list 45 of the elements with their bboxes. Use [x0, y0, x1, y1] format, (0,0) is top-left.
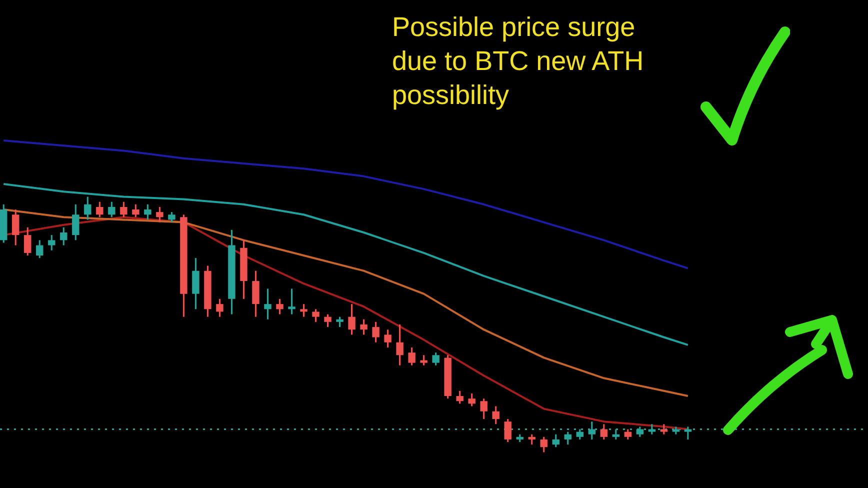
candlestick	[396, 324, 404, 366]
candlestick	[216, 298, 224, 318]
candlestick	[120, 201, 128, 218]
candlestick	[420, 354, 428, 366]
candlestick	[36, 239, 44, 259]
candlestick	[48, 234, 56, 252]
candlestick	[336, 316, 344, 328]
candlestick	[468, 392, 476, 407]
candlestick	[492, 405, 500, 425]
candlestick	[360, 318, 368, 336]
candlestick	[84, 196, 92, 220]
candlestick	[456, 390, 464, 404]
candlestick	[156, 206, 164, 224]
text: Possible price surge due to BTC new ATH possibility	[392, 11, 645, 112]
candlestick	[72, 204, 80, 241]
candlestick	[60, 226, 68, 246]
candlestick	[624, 428, 632, 440]
candlestick	[552, 434, 560, 448]
candlestick	[144, 204, 152, 220]
candlestick	[528, 434, 536, 446]
candlestick	[480, 398, 488, 420]
candlestick	[660, 423, 668, 436]
candlestick	[384, 328, 392, 348]
candlestick	[432, 352, 440, 366]
candlestick	[564, 431, 572, 446]
candlestick	[300, 303, 308, 318]
candlestick	[96, 201, 104, 218]
candlestick	[264, 288, 272, 320]
candlestick	[372, 321, 380, 344]
candlestick	[324, 314, 332, 328]
candlestick	[192, 257, 200, 310]
candlestick	[288, 288, 296, 316]
candlestick	[540, 436, 548, 453]
candlestick	[168, 211, 176, 224]
candlestick	[252, 270, 260, 318]
candlestick	[312, 308, 320, 323]
candlestick	[132, 204, 140, 218]
candlestick	[504, 418, 512, 443]
candlestick	[24, 226, 32, 256]
candlestick	[348, 303, 356, 336]
candlestick	[276, 298, 284, 316]
candlestick	[600, 423, 608, 440]
candlestick	[108, 201, 116, 218]
candlestick	[408, 346, 416, 366]
candlestick	[12, 208, 20, 246]
